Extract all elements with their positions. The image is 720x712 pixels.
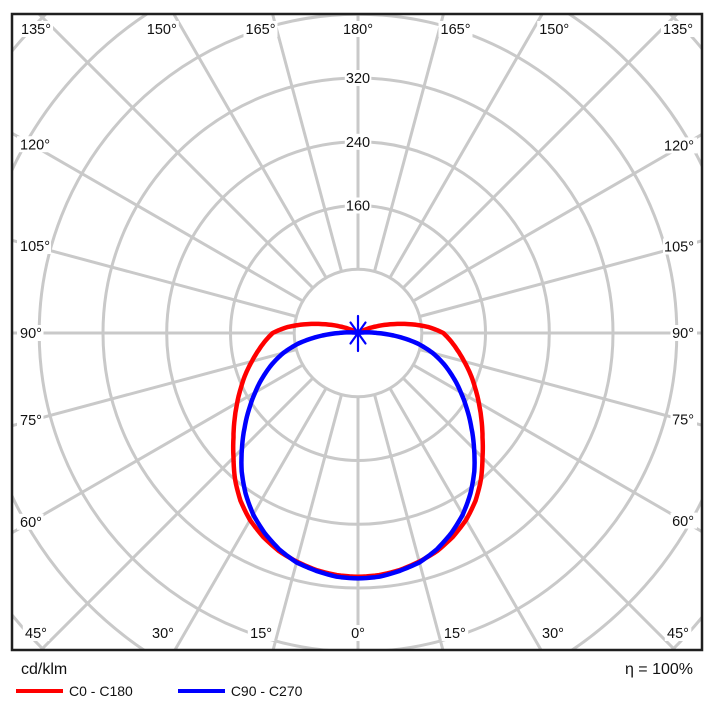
- svg-text:105°: 105°: [20, 239, 50, 255]
- legend-item-c90-c270: C90 - C270: [177, 683, 303, 699]
- svg-text:60°: 60°: [672, 514, 694, 530]
- svg-text:120°: 120°: [20, 137, 50, 153]
- svg-text:45°: 45°: [667, 626, 689, 642]
- svg-text:135°: 135°: [663, 22, 693, 38]
- svg-text:45°: 45°: [25, 626, 47, 642]
- svg-text:15°: 15°: [444, 626, 466, 642]
- legend: C0 - C180 C90 - C270: [16, 681, 302, 701]
- units-label: cd/klm: [21, 661, 68, 678]
- svg-text:0°: 0°: [351, 626, 365, 642]
- svg-text:165°: 165°: [441, 22, 471, 38]
- legend-item-c0-c180: C0 - C180: [16, 683, 133, 699]
- legend-label-c90-c270: C90 - C270: [230, 683, 303, 699]
- legend-swatch-red-line: [16, 689, 63, 693]
- svg-text:60°: 60°: [20, 515, 42, 531]
- legend-label-c0-c180: C0 - C180: [69, 683, 133, 699]
- svg-text:90°: 90°: [672, 326, 694, 342]
- legend-swatch-blue-line: [177, 689, 225, 693]
- svg-text:180°: 180°: [343, 22, 373, 38]
- svg-text:135°: 135°: [21, 22, 51, 38]
- svg-text:120°: 120°: [664, 139, 694, 155]
- svg-text:15°: 15°: [250, 626, 272, 642]
- svg-text:90°: 90°: [20, 326, 42, 342]
- svg-text:75°: 75°: [20, 413, 42, 429]
- svg-text:320: 320: [346, 71, 370, 87]
- svg-text:75°: 75°: [672, 413, 694, 429]
- svg-text:240: 240: [346, 135, 370, 151]
- svg-text:165°: 165°: [246, 22, 276, 38]
- svg-text:30°: 30°: [152, 626, 174, 642]
- svg-text:150°: 150°: [539, 22, 569, 38]
- svg-text:30°: 30°: [542, 626, 564, 642]
- svg-text:160: 160: [346, 199, 370, 215]
- efficiency-label: η = 100%: [624, 661, 693, 678]
- svg-text:150°: 150°: [147, 22, 177, 38]
- svg-text:105°: 105°: [664, 240, 694, 256]
